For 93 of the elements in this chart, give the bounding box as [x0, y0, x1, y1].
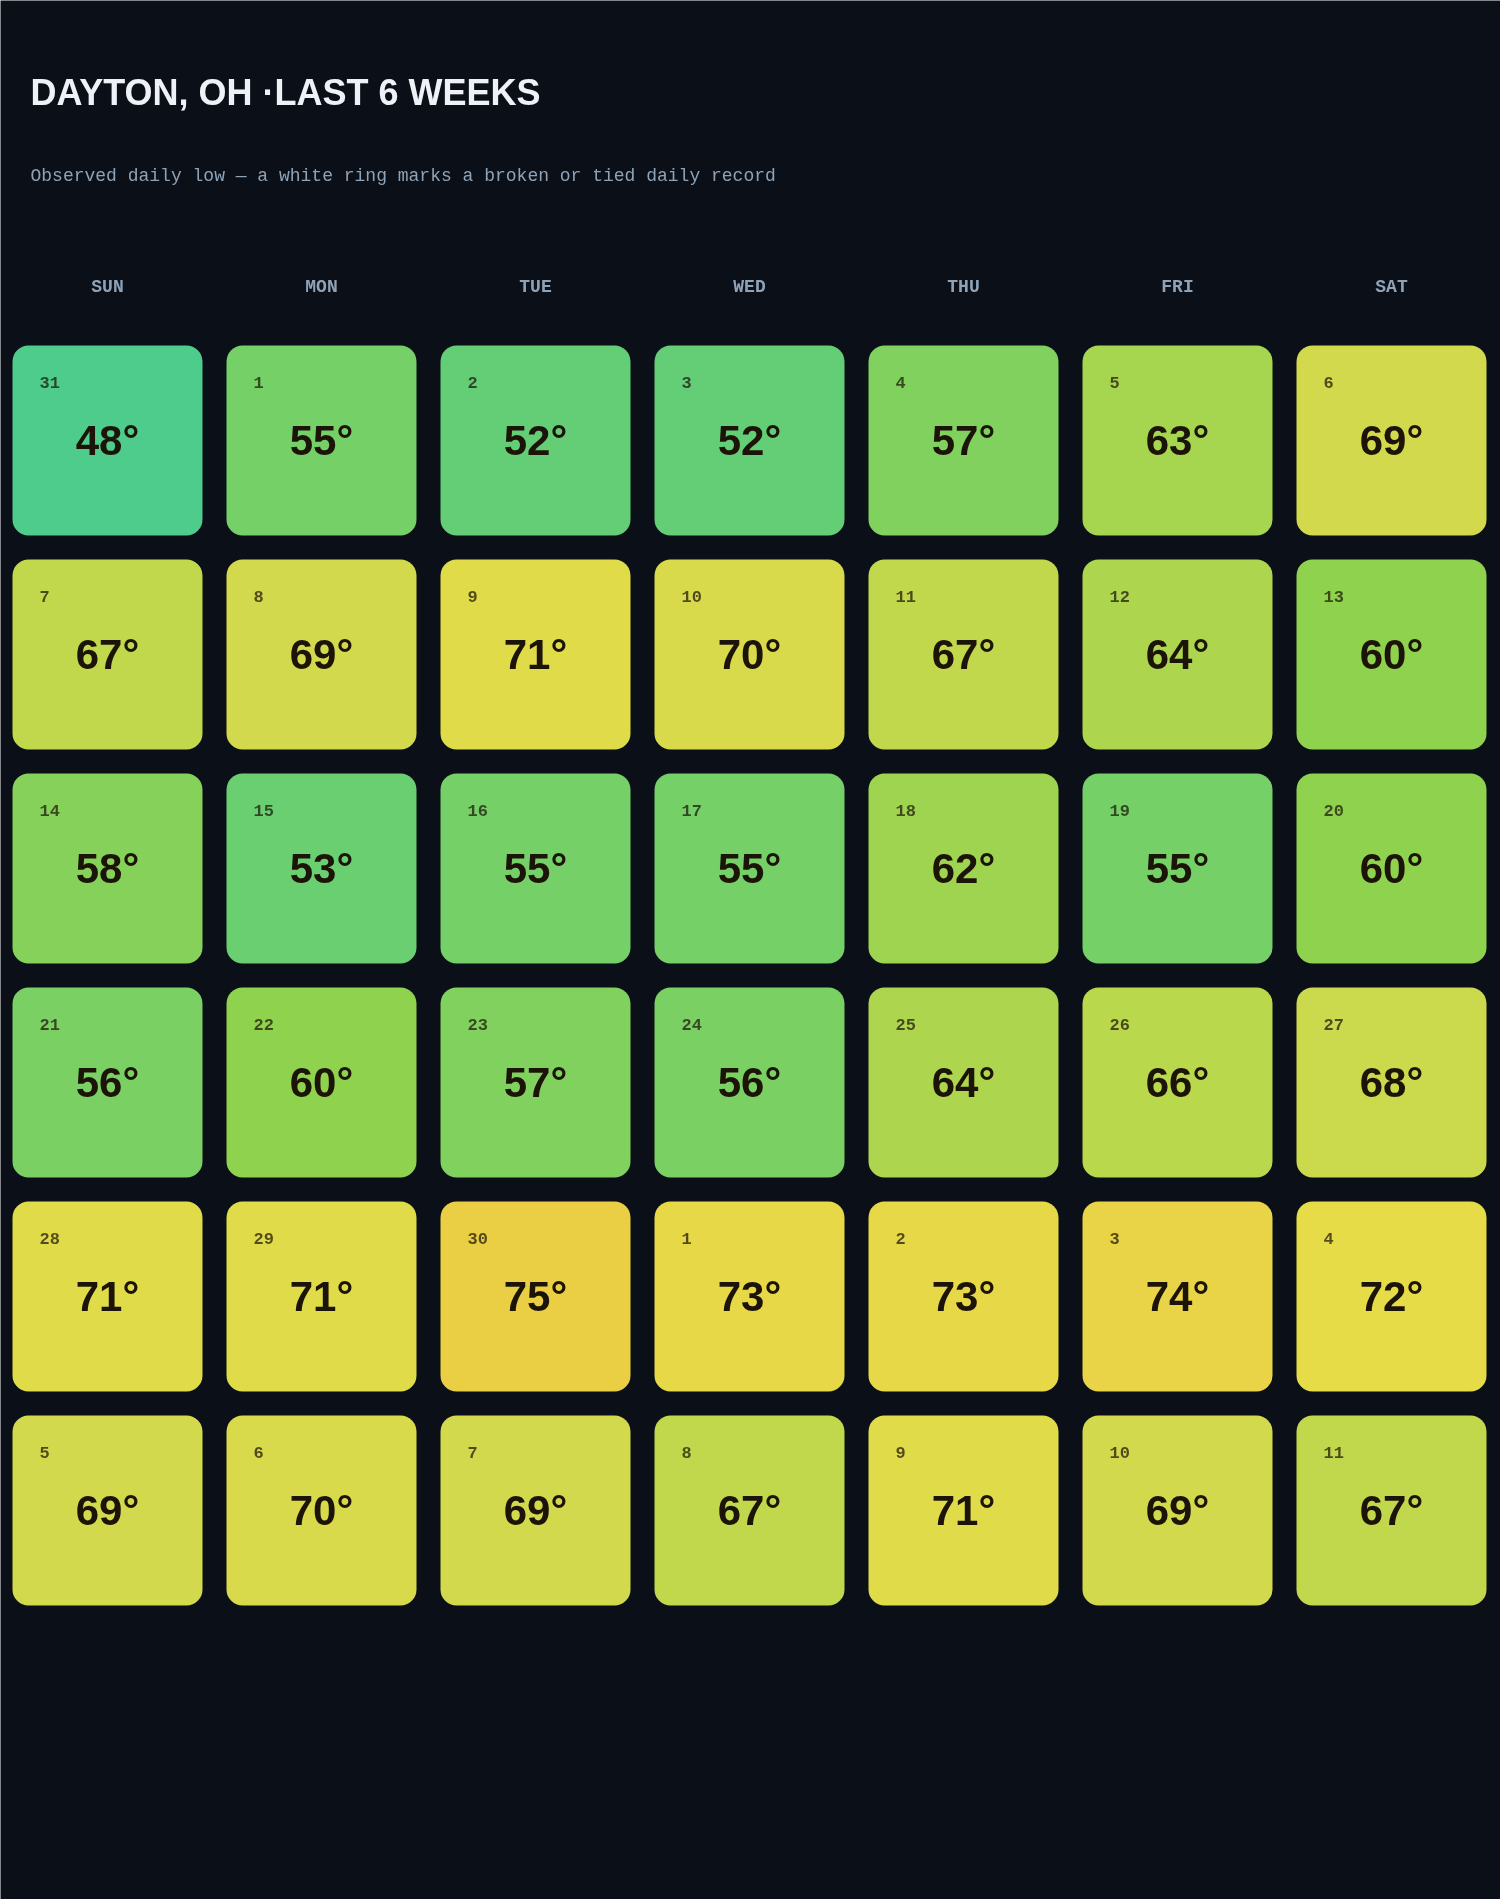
- data-label: 60°: [289, 1059, 354, 1106]
- annotation: 13: [1323, 588, 1344, 607]
- annotation: 16: [467, 802, 488, 821]
- annotation: 26: [1109, 1016, 1130, 1035]
- chart-title: DAYTON, OH ·LAST 6 WEEKS: [30, 72, 541, 113]
- annotation: 14: [39, 802, 60, 821]
- data-label: 74°: [1145, 1273, 1210, 1320]
- data-label: 55°: [289, 417, 354, 464]
- annotation: 12: [1109, 588, 1130, 607]
- annotation: 18: [895, 802, 916, 821]
- annotation: 9: [895, 1444, 906, 1463]
- annotation: 6: [253, 1444, 264, 1463]
- data-label: 60°: [1359, 845, 1424, 892]
- data-label: 67°: [1359, 1487, 1424, 1534]
- annotation: 5: [1109, 374, 1120, 393]
- data-label: 64°: [1145, 631, 1210, 678]
- annotation: 30: [467, 1230, 488, 1249]
- data-label: 48°: [75, 417, 140, 464]
- annotation: 23: [467, 1016, 488, 1035]
- annotation: 29: [253, 1230, 274, 1249]
- data-label: 63°: [1145, 417, 1210, 464]
- annotation: 8: [253, 588, 264, 607]
- annotation: 17: [681, 802, 702, 821]
- data-label: 69°: [289, 631, 354, 678]
- data-label: 57°: [503, 1059, 568, 1106]
- annotation: 28: [39, 1230, 60, 1249]
- data-label: 68°: [1359, 1059, 1424, 1106]
- data-label: 71°: [931, 1487, 996, 1534]
- annotation: 10: [681, 588, 702, 607]
- annotation: 20: [1323, 802, 1344, 821]
- data-label: 53°: [289, 845, 354, 892]
- data-label: 69°: [1145, 1487, 1210, 1534]
- data-label: 67°: [75, 631, 140, 678]
- data-label: 64°: [931, 1059, 996, 1106]
- data-label: 73°: [717, 1273, 782, 1320]
- annotation: 4: [895, 374, 906, 393]
- annotation: 2: [467, 374, 478, 393]
- annotation: 22: [253, 1016, 274, 1035]
- annotation: 8: [681, 1444, 692, 1463]
- data-label: 67°: [931, 631, 996, 678]
- data-label: 67°: [717, 1487, 782, 1534]
- data-label: 57°: [931, 417, 996, 464]
- annotation: 21: [39, 1016, 60, 1035]
- data-label: 52°: [717, 417, 782, 464]
- data-label: 71°: [75, 1273, 140, 1320]
- annotation: 7: [467, 1444, 478, 1463]
- data-label: 55°: [503, 845, 568, 892]
- annotation: 1: [253, 374, 264, 393]
- annotation: 11: [1323, 1444, 1344, 1463]
- x-tick-label: WED: [733, 276, 766, 297]
- data-label: 69°: [1359, 417, 1424, 464]
- data-label: 60°: [1359, 631, 1424, 678]
- data-label: 52°: [503, 417, 568, 464]
- data-label: 71°: [289, 1273, 354, 1320]
- chart-subtitle: Observed daily low — a white ring marks a broken or tied daily record: [30, 165, 776, 186]
- annotation: 2: [895, 1230, 906, 1249]
- annotation: 6: [1323, 374, 1334, 393]
- data-label: 69°: [503, 1487, 568, 1534]
- data-label: 66°: [1145, 1059, 1210, 1106]
- annotation: 31: [39, 374, 60, 393]
- annotation: 9: [467, 588, 478, 607]
- x-tick-label: MON: [305, 276, 338, 297]
- data-label: 58°: [75, 845, 140, 892]
- data-label: 56°: [717, 1059, 782, 1106]
- annotation: 5: [39, 1444, 50, 1463]
- data-label: 69°: [75, 1487, 140, 1534]
- annotation: 4: [1323, 1230, 1334, 1249]
- annotation: 3: [681, 374, 692, 393]
- annotation: 25: [895, 1016, 916, 1035]
- data-label: 70°: [289, 1487, 354, 1534]
- annotation: 10: [1109, 1444, 1130, 1463]
- data-label: 70°: [717, 631, 782, 678]
- data-label: 75°: [503, 1273, 568, 1320]
- annotation: 19: [1109, 802, 1130, 821]
- annotation: 15: [253, 802, 274, 821]
- data-label: 55°: [717, 845, 782, 892]
- x-tick-label: SAT: [1375, 276, 1408, 297]
- x-tick-label: THU: [947, 276, 980, 297]
- data-label: 71°: [503, 631, 568, 678]
- data-label: 73°: [931, 1273, 996, 1320]
- annotation: 11: [895, 588, 916, 607]
- data-label: 56°: [75, 1059, 140, 1106]
- annotation: 7: [39, 588, 50, 607]
- data-label: 55°: [1145, 845, 1210, 892]
- annotation: 24: [681, 1016, 702, 1035]
- x-tick-label: FRI: [1161, 276, 1194, 297]
- data-label: 72°: [1359, 1273, 1424, 1320]
- annotation: 1: [681, 1230, 692, 1249]
- annotation: 27: [1323, 1016, 1344, 1035]
- annotation: 3: [1109, 1230, 1120, 1249]
- x-tick-label: SUN: [91, 276, 124, 297]
- x-tick-label: TUE: [519, 276, 552, 297]
- data-label: 62°: [931, 845, 996, 892]
